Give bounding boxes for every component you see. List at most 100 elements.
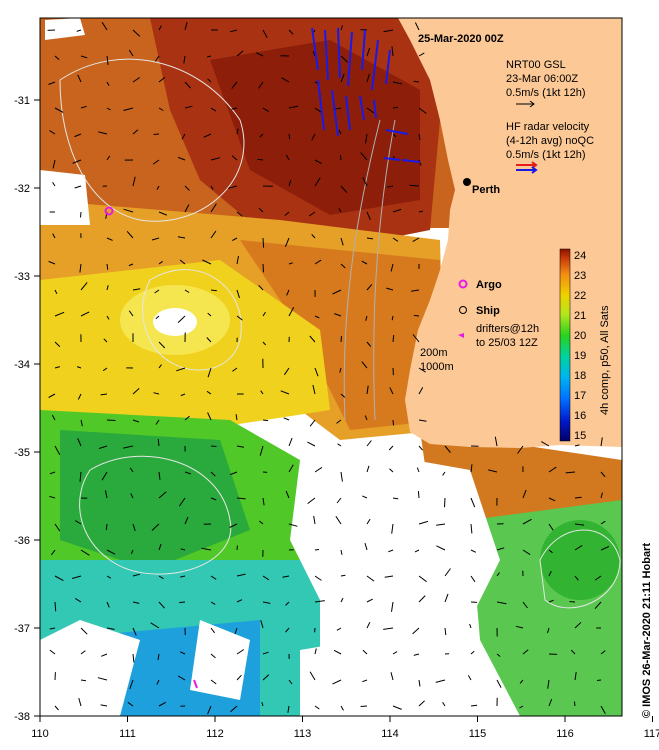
current-arrow: [548, 549, 553, 554]
current-arrow: [594, 601, 602, 610]
y-tick-label: -38: [14, 711, 30, 723]
legend-drifters-line2: to 25/03 12Z: [476, 337, 538, 349]
current-arrow: [366, 284, 373, 291]
current-arrow: [123, 107, 134, 111]
current-arrow: [600, 705, 606, 715]
current-arrow: [132, 419, 140, 423]
current-arrow: [548, 570, 552, 577]
current-arrow: [230, 471, 238, 476]
current-arrow: [309, 335, 316, 343]
colorbar-tick-label: 17: [574, 390, 586, 402]
perth-marker: [463, 178, 471, 186]
current-arrow: [548, 599, 554, 603]
current-arrow: [390, 672, 394, 681]
current-arrow: [338, 129, 342, 135]
current-arrow: [285, 490, 290, 499]
current-arrow: [132, 176, 136, 187]
current-arrow: [52, 159, 56, 169]
current-arrow: [488, 469, 498, 473]
current-arrow: [52, 182, 56, 187]
city-label-perth: Perth: [472, 184, 500, 196]
current-arrow: [366, 107, 375, 114]
current-arrow: [519, 705, 524, 709]
current-arrow: [412, 237, 420, 243]
current-arrow: [340, 55, 348, 63]
current-arrow: [132, 129, 139, 135]
current-arrow: [282, 575, 290, 578]
current-arrow: [392, 497, 399, 500]
current-arrow: [179, 651, 186, 655]
y-tick-label: -37: [14, 623, 30, 635]
current-arrow: [130, 493, 134, 499]
current-arrow: [106, 107, 111, 111]
current-arrow: [180, 575, 186, 578]
current-arrow: [153, 133, 160, 135]
legend: NRT00 GSL 23-Mar 06:00Z 0.5m/s (1kt 12h)…: [420, 59, 594, 373]
current-arrow: [334, 313, 342, 317]
current-arrow: [285, 154, 290, 161]
current-arrow: [54, 445, 61, 455]
current-arrow: [210, 185, 214, 190]
current-arrow: [210, 107, 217, 112]
current-arrow: [366, 598, 373, 603]
colorbar-tick-label: 18: [574, 370, 586, 382]
current-arrow: [418, 387, 424, 395]
current-arrow: [361, 361, 368, 369]
current-arrow: [366, 440, 372, 447]
current-arrow: [548, 497, 556, 502]
current-arrow: [391, 315, 394, 321]
current-arrow: [444, 568, 451, 577]
current-arrow: [49, 495, 56, 499]
current-arrow: [340, 155, 342, 161]
current-arrow: [158, 491, 167, 499]
current-arrow: [132, 653, 135, 663]
current-arrow: [128, 310, 134, 317]
current-arrow: [210, 203, 217, 213]
current-arrow: [288, 105, 299, 109]
current-arrow: [570, 649, 576, 655]
current-arrow: [280, 390, 290, 395]
current-arrow: [288, 437, 293, 447]
current-arrow: [574, 523, 585, 526]
current-arrow: [494, 436, 498, 447]
current-arrow: [158, 601, 165, 609]
current-arrow: [48, 260, 56, 265]
current-arrow: [206, 337, 212, 343]
current-arrow: [366, 341, 372, 347]
current-arrow: [360, 152, 368, 161]
current-arrow: [411, 289, 420, 292]
current-arrow: [418, 445, 423, 451]
current-arrow: [100, 393, 108, 396]
current-arrow: [391, 523, 394, 534]
current-arrow: [262, 29, 268, 38]
current-arrow: [210, 601, 216, 605]
legend-radar-line2: (4-12h avg) noQC: [506, 135, 594, 147]
x-tick-label: 111: [119, 728, 136, 740]
current-arrow: [388, 445, 394, 451]
current-arrow: [314, 367, 319, 377]
current-arrow: [418, 107, 427, 114]
current-arrow: [50, 549, 56, 556]
current-arrow: [123, 445, 134, 449]
current-arrow: [340, 237, 344, 246]
current-arrow: [387, 185, 394, 188]
current-arrow: [391, 601, 394, 612]
current-arrow: [132, 573, 141, 577]
current-arrow: [210, 627, 215, 634]
current-arrow: [340, 73, 345, 83]
current-arrow: [101, 653, 108, 657]
current-arrow: [54, 366, 61, 369]
current-arrow: [412, 627, 420, 635]
current-arrow: [49, 471, 56, 475]
current-arrow: [288, 133, 291, 140]
current-arrow: [157, 653, 160, 661]
current-arrow: [364, 542, 368, 551]
current-arrow: [105, 523, 108, 531]
current-arrow: [151, 237, 160, 241]
current-arrow: [176, 367, 186, 372]
current-arrow: [339, 367, 342, 373]
current-arrow: [232, 367, 238, 372]
current-arrow: [177, 156, 186, 161]
current-arrow: [80, 549, 90, 556]
current-arrow: [54, 601, 57, 612]
